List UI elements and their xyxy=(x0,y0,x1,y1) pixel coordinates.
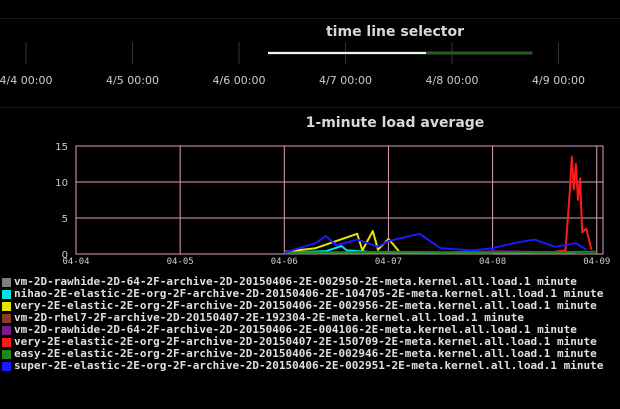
chart-x-tick-label: 04-06 xyxy=(271,257,298,267)
selector-tick-label: 4/5 00:00 xyxy=(106,74,159,87)
chart-x-tick-label: 04-09 xyxy=(583,257,610,267)
legend-entry: vm-2D-rhel7-2F-archive-2D-20150407-2E-19… xyxy=(2,312,603,324)
legend-entry: vm-2D-rawhide-2D-64-2F-archive-2D-201504… xyxy=(2,276,603,288)
chart-y-tick-label: 5 xyxy=(62,214,68,225)
selector-tick-label: 4/9 00:00 xyxy=(532,74,585,87)
chart-x-tick-label: 04-07 xyxy=(375,257,402,267)
chart-series xyxy=(284,155,597,255)
legend-label: vm-2D-rhel7-2F-archive-2D-20150407-2E-19… xyxy=(14,311,524,324)
chart-title: 1-minute load average xyxy=(305,115,485,131)
legend-swatch xyxy=(2,301,11,311)
chart-axes: 04-04 04-05 04-06 04-07 04-08 04-09 0 5 10 15 xyxy=(55,142,610,267)
panel-divider xyxy=(0,107,620,108)
chart-series-line xyxy=(284,230,400,253)
legend-entry: vm-2D-rawhide-2D-64-2F-archive-2D-201504… xyxy=(2,324,603,336)
selector-tick-labels: 4/4 00:00 4/5 00:00 4/6 00:00 4/7 00:00 4/8 … xyxy=(0,74,585,87)
chart-grid xyxy=(75,145,604,255)
chart-y-tick-label: 0 xyxy=(62,250,68,261)
legend-swatch xyxy=(2,289,11,299)
legend-label: easy-2E-elastic-2E-org-2F-archive-2D-201… xyxy=(14,347,597,360)
top-bar xyxy=(0,0,620,19)
legend-swatch xyxy=(2,277,11,287)
legend-swatch xyxy=(2,349,11,359)
chart-x-tick-label: 04-08 xyxy=(479,257,506,267)
selector-tick-label: 4/8 00:00 xyxy=(426,74,479,87)
chart-y-tick-label: 15 xyxy=(55,142,68,153)
load-average-chart: 04-04 04-05 04-06 04-07 04-08 04-09 0 5 10 15 xyxy=(55,142,610,267)
legend-entry: super-2E-elastic-2E-org-2F-archive-2D-20… xyxy=(2,360,603,372)
chart-y-tick-label: 10 xyxy=(55,178,68,189)
chart-legend: vm-2D-rawhide-2D-64-2F-archive-2D-201504… xyxy=(2,276,603,372)
legend-swatch xyxy=(2,361,11,371)
chart-x-tick-label: 04-04 xyxy=(62,257,89,267)
legend-swatch xyxy=(2,313,11,323)
legend-label: very-2E-elastic-2E-org-2F-archive-2D-201… xyxy=(14,299,597,312)
selector-tick-label: 4/4 00:00 xyxy=(0,74,52,87)
legend-swatch xyxy=(2,337,11,347)
legend-entry: easy-2E-elastic-2E-org-2F-archive-2D-201… xyxy=(2,348,603,360)
legend-entry: very-2E-elastic-2E-org-2F-archive-2D-201… xyxy=(2,300,603,312)
chart-x-tick-label: 04-05 xyxy=(167,257,194,267)
chart-series-line xyxy=(284,232,587,254)
chart-series-line xyxy=(284,250,597,254)
legend-label: super-2E-elastic-2E-org-2F-archive-2D-20… xyxy=(14,359,604,372)
legend-label: nihao-2E-elastic-2E-org-2F-archive-2D-20… xyxy=(14,287,604,300)
selector-tick-label: 4/7 00:00 xyxy=(319,74,372,87)
legend-label: vm-2D-rawhide-2D-64-2F-archive-2D-201504… xyxy=(14,275,577,288)
legend-label: very-2E-elastic-2E-org-2F-archive-2D-201… xyxy=(14,335,597,348)
selector-tick-label: 4/6 00:00 xyxy=(213,74,266,87)
legend-label: vm-2D-rawhide-2D-64-2F-archive-2D-201504… xyxy=(14,323,577,336)
chart-frame xyxy=(75,145,604,255)
legend-swatch xyxy=(2,325,11,335)
legend-entry: very-2E-elastic-2E-org-2F-archive-2D-201… xyxy=(2,336,603,348)
chart-series-line xyxy=(554,155,593,253)
legend-entry: nihao-2E-elastic-2E-org-2F-archive-2D-20… xyxy=(2,288,603,300)
timeline-selector-title: time line selector xyxy=(325,24,465,40)
timeline-selector[interactable]: 4/4 00:00 4/5 00:00 4/6 00:00 4/7 00:00 4/8 … xyxy=(0,36,620,96)
